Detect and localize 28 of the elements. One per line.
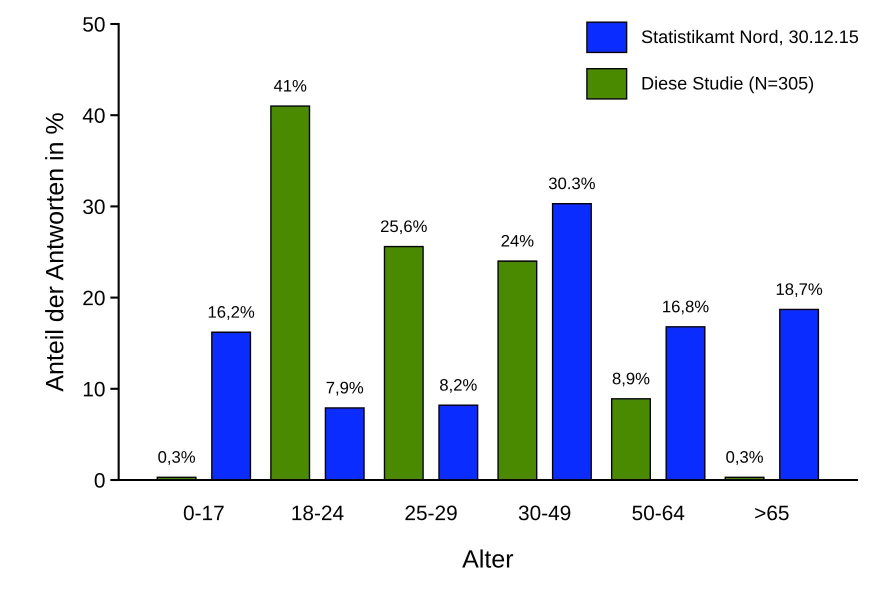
data-label: 25,6% xyxy=(380,220,427,234)
x-tick-label: 30-49 xyxy=(518,506,570,520)
y-tick-label: 50 xyxy=(83,17,105,32)
x-tick-label: 0-17 xyxy=(184,506,224,520)
data-label: 7,9% xyxy=(326,382,364,396)
data-label: 16,8% xyxy=(663,300,709,314)
x-axis-title: Alter xyxy=(462,549,514,568)
legend-label: Statistikamt Nord, 30.12.15 xyxy=(642,30,858,46)
y-tick-label: 30 xyxy=(83,199,105,214)
data-label: 0,3% xyxy=(726,451,763,465)
data-label: 18,7% xyxy=(776,283,822,298)
data-label: 24% xyxy=(502,234,534,247)
data-label: 16,2% xyxy=(208,306,254,320)
data-label: 8,2% xyxy=(440,379,477,393)
data-label: 30.3% xyxy=(548,177,595,190)
y-tick-label: 20 xyxy=(83,290,105,306)
legend-label: Diese Studie (N=305) xyxy=(642,76,814,94)
x-tick-label: 18-24 xyxy=(292,506,344,520)
x-tick-label: >65 xyxy=(755,506,789,520)
y-tick-label: 0 xyxy=(94,473,105,488)
y-tick-label: 40 xyxy=(82,108,105,123)
data-label: 0,3% xyxy=(158,451,195,465)
data-label: 41% xyxy=(274,80,306,92)
x-tick-label: 25-29 xyxy=(405,506,457,520)
y-tick-label: 10 xyxy=(84,382,105,397)
y-axis-title: Anteil der Antworten in % xyxy=(45,113,64,392)
data-label: 8,9% xyxy=(612,372,650,386)
x-tick-label: 50-64 xyxy=(632,506,684,520)
